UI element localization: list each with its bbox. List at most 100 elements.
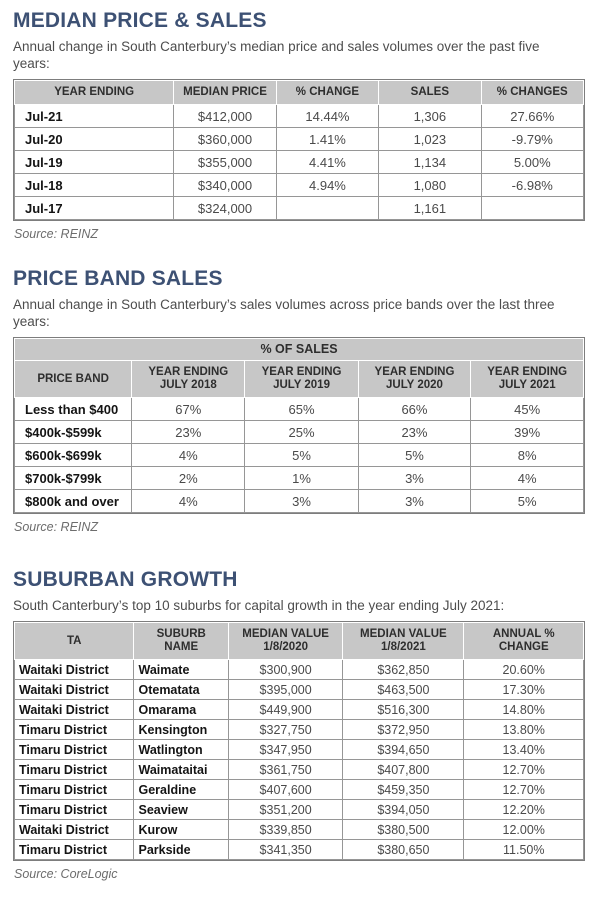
source-note: Source: REINZ (14, 227, 99, 241)
table-cell: $324,000 (173, 196, 277, 220)
table-row: $600k-$699k 4% 5% 5% 8% (13, 443, 584, 467)
table-cell: $340,000 (173, 173, 277, 197)
table-cell: $394,650 (342, 739, 465, 760)
row-label-cell: Jul-17 (13, 196, 175, 220)
table-cell: 8% (470, 443, 584, 467)
table-cell: $347,950 (227, 739, 344, 760)
row-label-cell: Seaview (133, 799, 229, 820)
section-title: SUBURBAN GROWTH (13, 568, 238, 591)
table-cell: 1% (244, 466, 359, 490)
table-cell: $339,850 (227, 819, 344, 840)
table-cell: $300,900 (227, 659, 344, 680)
row-label-cell: Otematata (133, 679, 229, 700)
row-label-cell: Kensington (133, 719, 229, 740)
table-cell: 4% (131, 489, 246, 513)
row-label-cell: Timaru District (13, 779, 135, 800)
table-cell: 12.70% (463, 759, 584, 780)
table-cell: -6.98% (480, 173, 585, 197)
price-band-sales-table-border: % OF SALES PRICE BAND YEAR ENDING JULY 2018… (13, 337, 585, 514)
row-label-cell: Waitaki District (13, 679, 135, 700)
column-header: % CHANGES (480, 80, 585, 105)
table-cell (480, 196, 585, 220)
table-cell: $407,800 (342, 759, 465, 780)
table-cell: 13.40% (463, 739, 584, 760)
row-label-cell: $800k and over (13, 489, 133, 513)
section-subtitle: Annual change in South Canterbury’s sale… (13, 297, 555, 329)
row-label-cell: Less than $400 (13, 397, 133, 421)
table-cell: $516,300 (342, 699, 465, 720)
table-cell: 4% (470, 466, 584, 490)
table-cell: $380,500 (342, 819, 465, 840)
table-cell: 17.30% (463, 679, 584, 700)
table-cell: $449,900 (227, 699, 344, 720)
row-label-cell: Jul-18 (13, 173, 175, 197)
row-label-cell: Jul-19 (13, 150, 175, 174)
table-row: Jul-19 $355,000 4.41% 1,134 5.00% (13, 150, 585, 174)
row-label-cell: Timaru District (13, 719, 135, 740)
column-header: SUBURB NAME (133, 622, 229, 660)
table-cell: 12.00% (463, 819, 584, 840)
table-row: Less than $400 67% 65% 66% 45% (13, 397, 584, 421)
table-cell (275, 196, 380, 220)
table-cell: 5.00% (480, 150, 585, 174)
median-price-sales-table-border: YEAR ENDING MEDIAN PRICE% CHANGE SALES% CH… (13, 79, 585, 221)
table-cell: $341,350 (227, 839, 344, 860)
section-price-band-sales: PRICE BAND SALES Annual change in South … (13, 267, 585, 534)
column-header: YEAR ENDING JULY 2019 (244, 360, 359, 398)
table-cell: 45% (470, 397, 584, 421)
table-cell: $362,850 (342, 659, 465, 680)
table-cell: 1,161 (378, 196, 482, 220)
table-cell: 5% (357, 443, 472, 467)
table-row: Waitaki District Omarama $449,900 $516,300 1… (13, 699, 584, 720)
table-cell: $407,600 (227, 779, 344, 800)
row-label-cell: Timaru District (13, 759, 135, 780)
section-title: MEDIAN PRICE & SALES (13, 9, 267, 32)
table-cell: 27.66% (480, 104, 585, 128)
table-row: $700k-$799k 2% 1% 3% 4% (13, 466, 584, 490)
row-label-cell: $700k-$799k (13, 466, 133, 490)
table-cell: $380,650 (342, 839, 465, 860)
table-cell: 14.80% (463, 699, 584, 720)
table-cell: 25% (244, 420, 359, 444)
suburban-growth-table: TA SUBURB NAME MEDIAN VALUE 1/8/2020 MEDIAN V… (13, 622, 584, 860)
column-header: YEAR ENDING (13, 80, 175, 105)
table-cell: 3% (244, 489, 359, 513)
table-cell: $463,500 (342, 679, 465, 700)
table-cell: 12.70% (463, 779, 584, 800)
table-cell: $459,350 (342, 779, 465, 800)
section-suburban-growth: SUBURBAN GROWTH South Canterbury’s top 1… (13, 568, 585, 881)
table-cell: $395,000 (227, 679, 344, 700)
table-row: $400k-$599k 23% 25% 23% 39% (13, 420, 584, 444)
section-title: PRICE BAND SALES (13, 267, 223, 290)
table-row: Waitaki District Waimate $300,900 $362,850 2… (13, 659, 584, 680)
table-cell: 3% (357, 489, 472, 513)
row-label-cell: Watlington (133, 739, 229, 760)
table-cell: 67% (131, 397, 246, 421)
table-cell: $327,750 (227, 719, 344, 740)
header-row: YEAR ENDING MEDIAN PRICE% CHANGE SALES% CH… (13, 80, 585, 105)
column-header: PRICE BAND (13, 360, 133, 398)
price-band-sales-table: % OF SALES PRICE BAND YEAR ENDING JULY 2018… (13, 338, 584, 513)
row-label-cell: Kurow (133, 819, 229, 840)
row-label-cell: Waimate (133, 659, 229, 680)
table-cell: 3% (357, 466, 472, 490)
table-cell: 1,023 (378, 127, 482, 151)
table-cell: $394,050 (342, 799, 465, 820)
table-row: Timaru District Seaview $351,200 $394,050 12… (13, 799, 584, 820)
section-median-price-sales: MEDIAN PRICE & SALES Annual change in So… (13, 9, 585, 241)
table-cell: 4.94% (275, 173, 380, 197)
row-label-cell: Timaru District (13, 799, 135, 820)
column-header: MEDIAN PRICE (173, 80, 277, 105)
row-label-cell: Waitaki District (13, 699, 135, 720)
row-label-cell: Timaru District (13, 739, 135, 760)
table-cell: 20.60% (463, 659, 584, 680)
table-cell: 5% (244, 443, 359, 467)
group-header: % OF SALES (14, 338, 584, 361)
table-cell: $355,000 (173, 150, 277, 174)
column-header: YEAR ENDING JULY 2018 (131, 360, 246, 398)
table-cell: 1.41% (275, 127, 380, 151)
table-cell: 1,134 (378, 150, 482, 174)
table-cell: 23% (131, 420, 246, 444)
row-label-cell: Parkside (133, 839, 229, 860)
